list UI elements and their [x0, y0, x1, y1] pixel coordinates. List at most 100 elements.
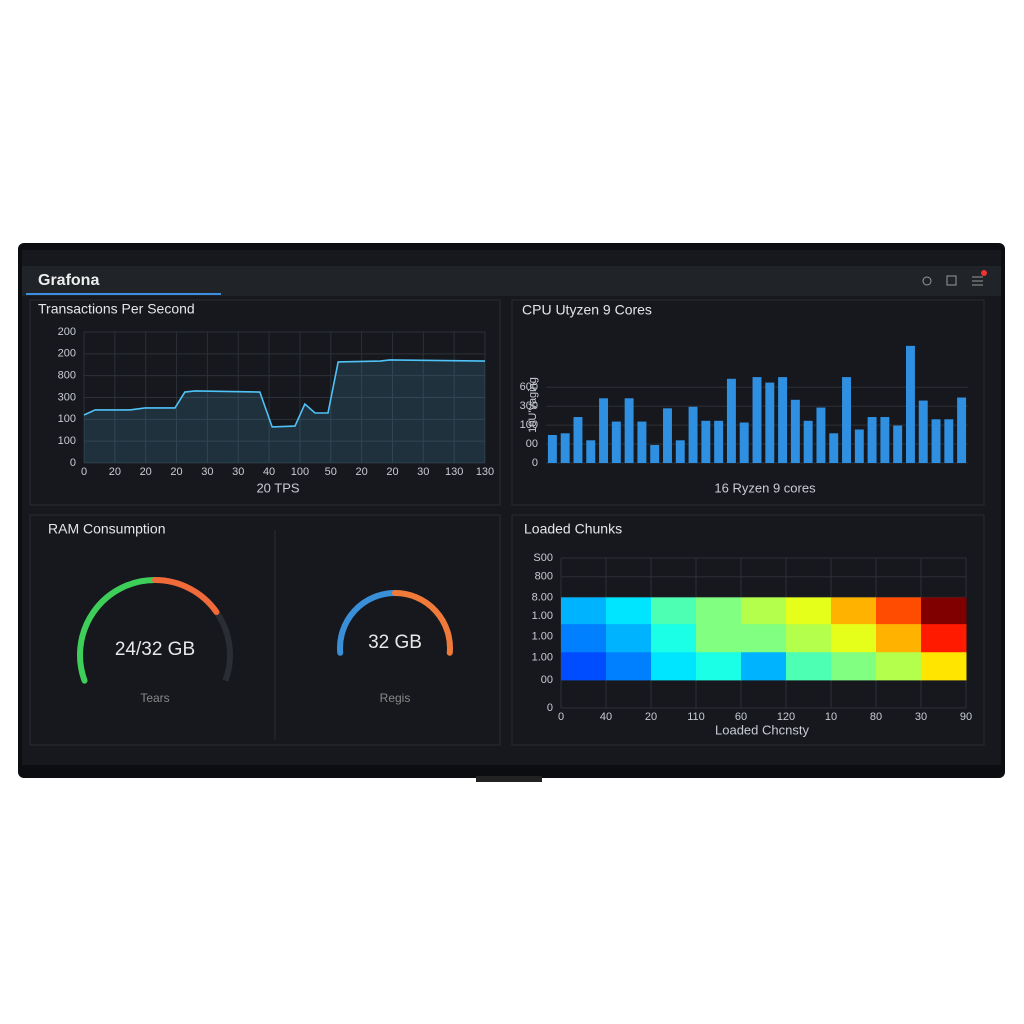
bar — [944, 419, 954, 463]
bar — [611, 421, 621, 463]
x-tick-label: 0 — [81, 466, 87, 478]
x-axis-label: Loaded Chcnsty — [715, 722, 809, 737]
notification-dot — [981, 270, 987, 276]
bar — [765, 382, 775, 463]
monitor-stand — [476, 776, 542, 782]
x-tick-label: 90 — [960, 711, 972, 723]
heatmap-cell — [606, 597, 652, 625]
gauge-value: 32 GB — [368, 632, 422, 653]
heatmap-cell — [831, 651, 877, 681]
x-tick-label: 30 — [232, 466, 244, 478]
x-tick-label: 60 — [735, 711, 747, 723]
x-tick-label: 20 — [140, 466, 152, 478]
y-tick-label: 200 — [58, 326, 76, 338]
top-bar — [22, 266, 1001, 296]
x-tick-label: 20 — [355, 466, 367, 478]
x-tick-label: 10 — [825, 711, 837, 723]
bar — [842, 377, 851, 463]
x-tick-label: 30 — [417, 466, 429, 478]
bar — [854, 429, 864, 463]
y-tick-label: 100 — [58, 413, 76, 425]
bar — [893, 425, 903, 463]
bar — [560, 433, 570, 463]
y-tick-label: 100 — [520, 419, 538, 431]
x-tick-label: 30 — [201, 466, 213, 478]
app-title: Grafona — [38, 272, 99, 289]
heatmap-cell — [831, 623, 877, 653]
y-tick-label: 0 — [532, 457, 538, 469]
heatmap-cell — [741, 651, 787, 681]
y-tick-label: 100 — [58, 435, 76, 447]
y-axis-label: 10U'Vaging — [527, 377, 539, 433]
gauge-arc — [152, 577, 220, 615]
heatmap-cell — [786, 597, 832, 625]
panel-title: RAM Consumption — [48, 521, 166, 537]
panel-title: Transactions Per Second — [38, 301, 195, 317]
bar — [586, 440, 596, 463]
bar — [790, 399, 800, 463]
bar — [957, 397, 967, 463]
x-tick-label: 40 — [600, 711, 612, 723]
y-tick-label: 1.00 — [532, 631, 553, 643]
x-tick-label: 80 — [870, 711, 882, 723]
bar — [739, 422, 749, 463]
bar — [714, 420, 724, 463]
x-tick-label: 20 — [170, 466, 182, 478]
heatmap-cell — [696, 597, 742, 625]
x-tick-label: 120 — [777, 711, 795, 723]
x-tick-label: 20 — [645, 711, 657, 723]
bar — [905, 345, 915, 463]
panel-title: Loaded Chunks — [524, 521, 622, 537]
heatmap-cell — [876, 623, 922, 653]
x-tick-label: 20 — [386, 466, 398, 478]
heatmap-cell — [921, 651, 967, 681]
bar — [752, 377, 762, 463]
gauge-arc — [77, 577, 158, 684]
bar — [637, 421, 647, 463]
y-tick-label: 800 — [58, 370, 76, 382]
bar — [918, 400, 928, 463]
heatmap-cell — [876, 651, 922, 681]
x-tick-label: 100 — [291, 466, 309, 478]
line-area — [84, 359, 485, 463]
bar — [803, 420, 813, 463]
y-tick-label: 600 — [520, 381, 538, 393]
heatmap-cell — [696, 651, 742, 681]
menu-icon[interactable] — [972, 276, 983, 286]
heatmap-cell — [651, 623, 697, 653]
bar — [547, 434, 557, 463]
bar — [675, 440, 685, 463]
bar — [624, 398, 634, 463]
bar — [663, 408, 672, 463]
y-tick-label: 0 — [70, 457, 76, 469]
heatmap-cell — [741, 623, 787, 653]
heatmap-cell — [921, 623, 967, 653]
bar — [688, 406, 698, 463]
bar — [573, 417, 583, 463]
bar — [726, 378, 736, 463]
gauge-arc — [337, 590, 398, 656]
x-tick-label: 50 — [325, 466, 337, 478]
window-icon[interactable] — [946, 275, 957, 286]
heatmap-cell — [651, 651, 697, 681]
y-tick-label: 300 — [58, 391, 76, 403]
x-axis-label: 16 Ryzen 9 cores — [714, 480, 816, 495]
x-tick-label: 130 — [476, 466, 494, 478]
heatmap-cell — [831, 597, 877, 625]
tab-underline — [26, 293, 221, 295]
x-tick-label: 0 — [558, 711, 564, 723]
heatmap-cell — [876, 597, 922, 625]
y-tick-label: S00 — [533, 552, 553, 564]
bar — [867, 417, 877, 463]
gauge-arc — [392, 590, 453, 656]
panel-borders — [29, 299, 985, 746]
x-tick-label: 130 — [445, 466, 463, 478]
heatmap-cell — [561, 651, 607, 681]
y-tick-label: 200 — [58, 348, 76, 360]
settings-icon[interactable] — [922, 276, 932, 286]
bar — [778, 377, 788, 463]
bar — [880, 417, 890, 463]
heatmap-cell — [786, 651, 832, 681]
bar — [650, 445, 660, 463]
